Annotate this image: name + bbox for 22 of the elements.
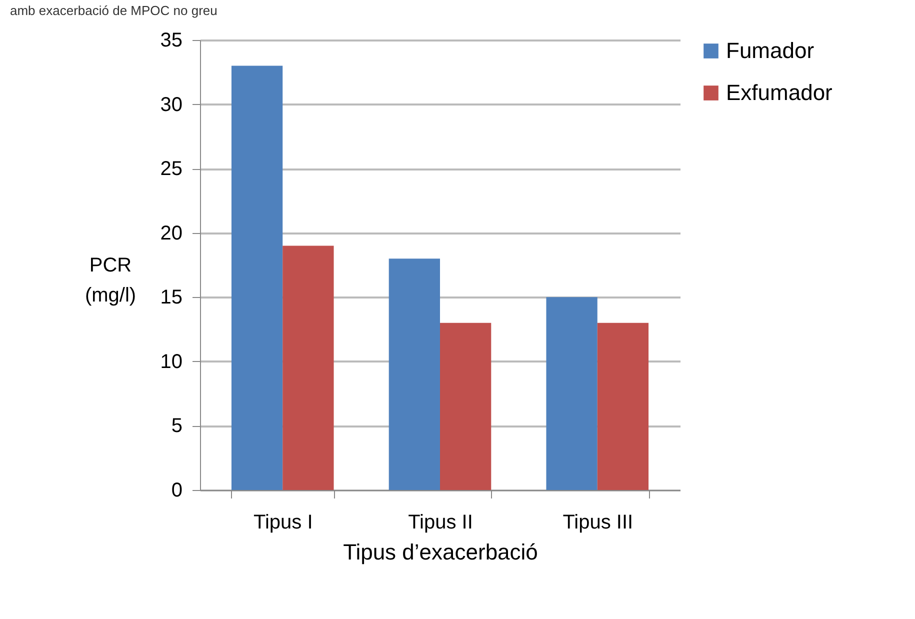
y-tick-label: 5 (171, 415, 182, 438)
y-tick-label: 25 (160, 158, 182, 180)
bar (440, 322, 492, 490)
bar (388, 258, 440, 490)
chart-title: amb exacerbació de MPOC no greu (10, 3, 218, 18)
y-tick-label: 35 (160, 30, 182, 52)
y-tick-label: 20 (160, 222, 182, 244)
x-tick-label: Tipus III (562, 512, 634, 534)
y-tick-label: 30 (160, 94, 182, 116)
x-tick-label: Tipus I (253, 512, 313, 534)
bar (282, 246, 334, 490)
bar (597, 322, 649, 490)
y-tick-label: 10 (160, 350, 182, 373)
legend-label: Fumador (726, 38, 814, 63)
y-tick-label: 15 (160, 286, 182, 309)
bar (231, 66, 283, 490)
x-axis-title: Tipus d’exacerbació (343, 540, 538, 564)
bar (546, 297, 598, 490)
y-axis-title: PCR (mg/l) (84, 254, 136, 306)
x-tick-label: Tipus II (408, 512, 473, 534)
legend-label: Exfumador (726, 80, 832, 105)
y-tick-label: 0 (171, 480, 182, 502)
